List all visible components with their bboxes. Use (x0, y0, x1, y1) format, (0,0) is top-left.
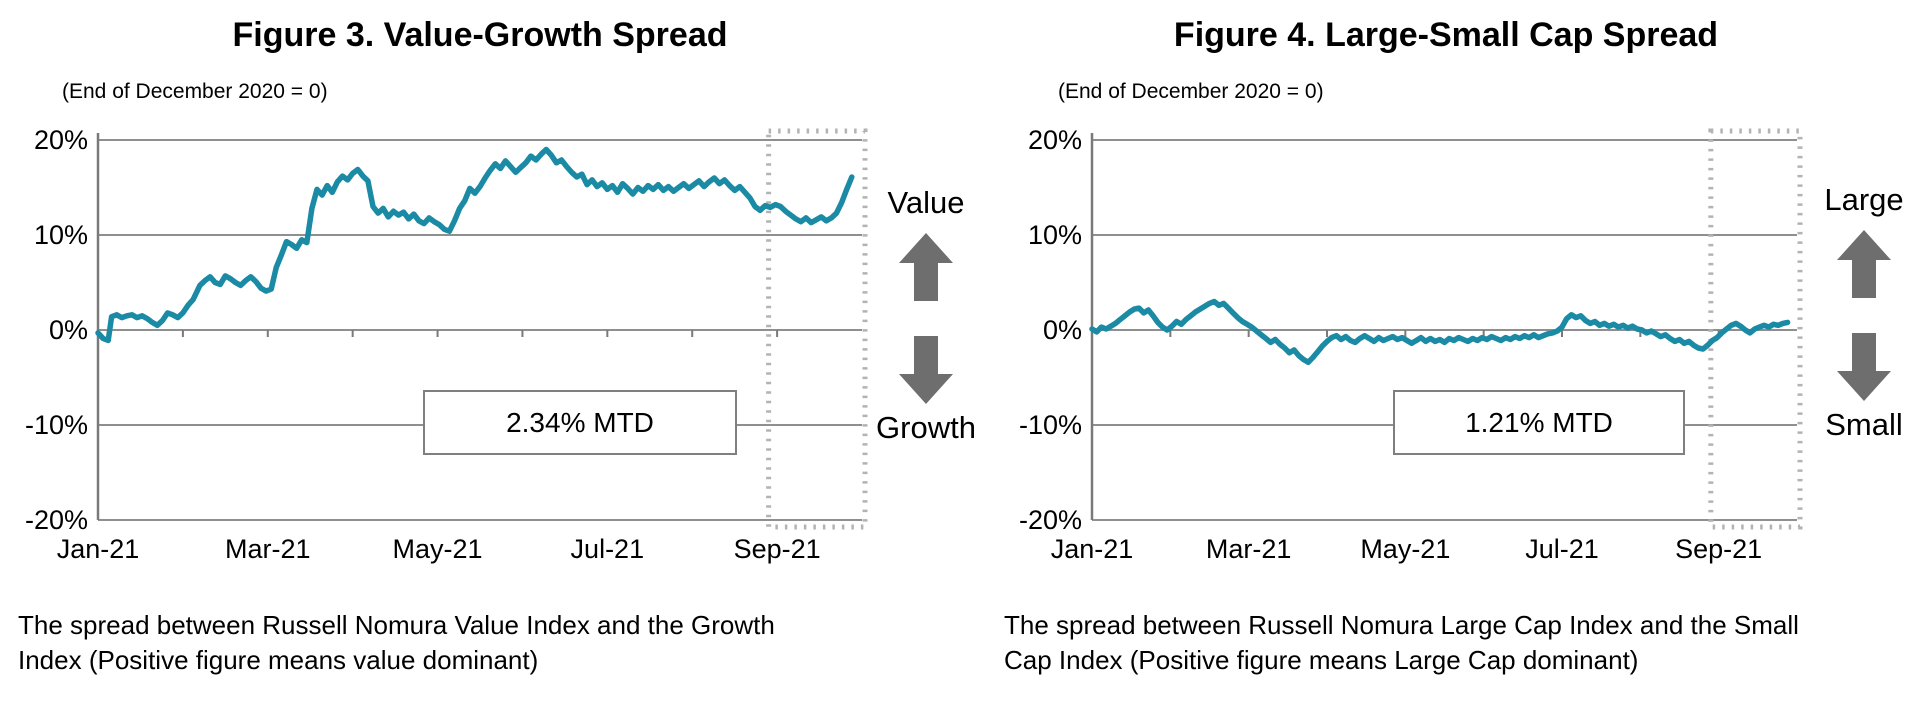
figure4-subtitle: (End of December 2020 = 0) (1058, 80, 1324, 103)
series-line (1089, 298, 1791, 366)
y-axis-label: 0% (48, 315, 88, 345)
figure3-title: Figure 3. Value-Growth Spread (232, 16, 728, 54)
y-axis-label: 0% (1042, 315, 1082, 345)
x-axis-label: May-21 (1360, 534, 1451, 564)
series-line (95, 146, 855, 344)
x-axis-label: Jan-21 (56, 534, 140, 564)
figure3-subtitle: (End of December 2020 = 0) (62, 80, 328, 103)
figure4-title: Figure 4. Large-Small Cap Spread (1173, 16, 1719, 54)
figure4-side-label-bottom: Small (1825, 407, 1903, 442)
figure3-side-label-bottom: Growth (876, 410, 976, 445)
up-arrow-icon (1837, 230, 1891, 298)
figure4-caption: The spread between Russell Nomura Large … (1004, 608, 1799, 678)
figure3-side-label-top: Value (887, 185, 965, 220)
y-axis-label: -10% (24, 410, 88, 440)
y-axis-label: -20% (24, 505, 88, 535)
figure4-caption-line1: The spread between Russell Nomura Large … (1004, 610, 1799, 640)
figure3-caption: The spread between Russell Nomura Value … (18, 608, 775, 678)
x-axis-label: May-21 (392, 534, 483, 564)
y-axis-label: 20% (33, 125, 88, 155)
x-axis-label: Mar-21 (225, 534, 311, 564)
y-axis-label: -20% (1018, 505, 1082, 535)
x-axis-label: Jul-21 (1525, 534, 1599, 564)
y-axis-label: 10% (33, 220, 88, 250)
y-axis-label: 20% (1027, 125, 1082, 155)
x-axis-label: Sep-21 (733, 534, 821, 564)
x-axis-label: Sep-21 (1675, 534, 1763, 564)
highlight-window-box (1708, 128, 1803, 530)
up-arrow-icon (899, 233, 953, 301)
figure3-caption-line2: Index (Positive figure means value domin… (18, 645, 539, 675)
y-axis-label: 10% (1027, 220, 1082, 250)
x-axis-label: Jan-21 (1050, 534, 1134, 564)
x-axis-label: Mar-21 (1205, 534, 1292, 564)
highlight-window-box (766, 128, 868, 530)
down-arrow-icon (1837, 333, 1891, 401)
figure4-mtd-annotation: 1.21% MTD (1393, 390, 1685, 455)
y-axis-label: -10% (1018, 410, 1082, 440)
figure3-caption-line1: The spread between Russell Nomura Value … (18, 610, 775, 640)
figure4-side-label-top: Large (1824, 182, 1904, 217)
x-axis-label: Jul-21 (570, 534, 645, 564)
figure4-caption-line2: Cap Index (Positive figure means Large C… (1004, 645, 1639, 675)
down-arrow-icon (899, 336, 953, 404)
figure3-mtd-annotation: 2.34% MTD (423, 390, 737, 455)
